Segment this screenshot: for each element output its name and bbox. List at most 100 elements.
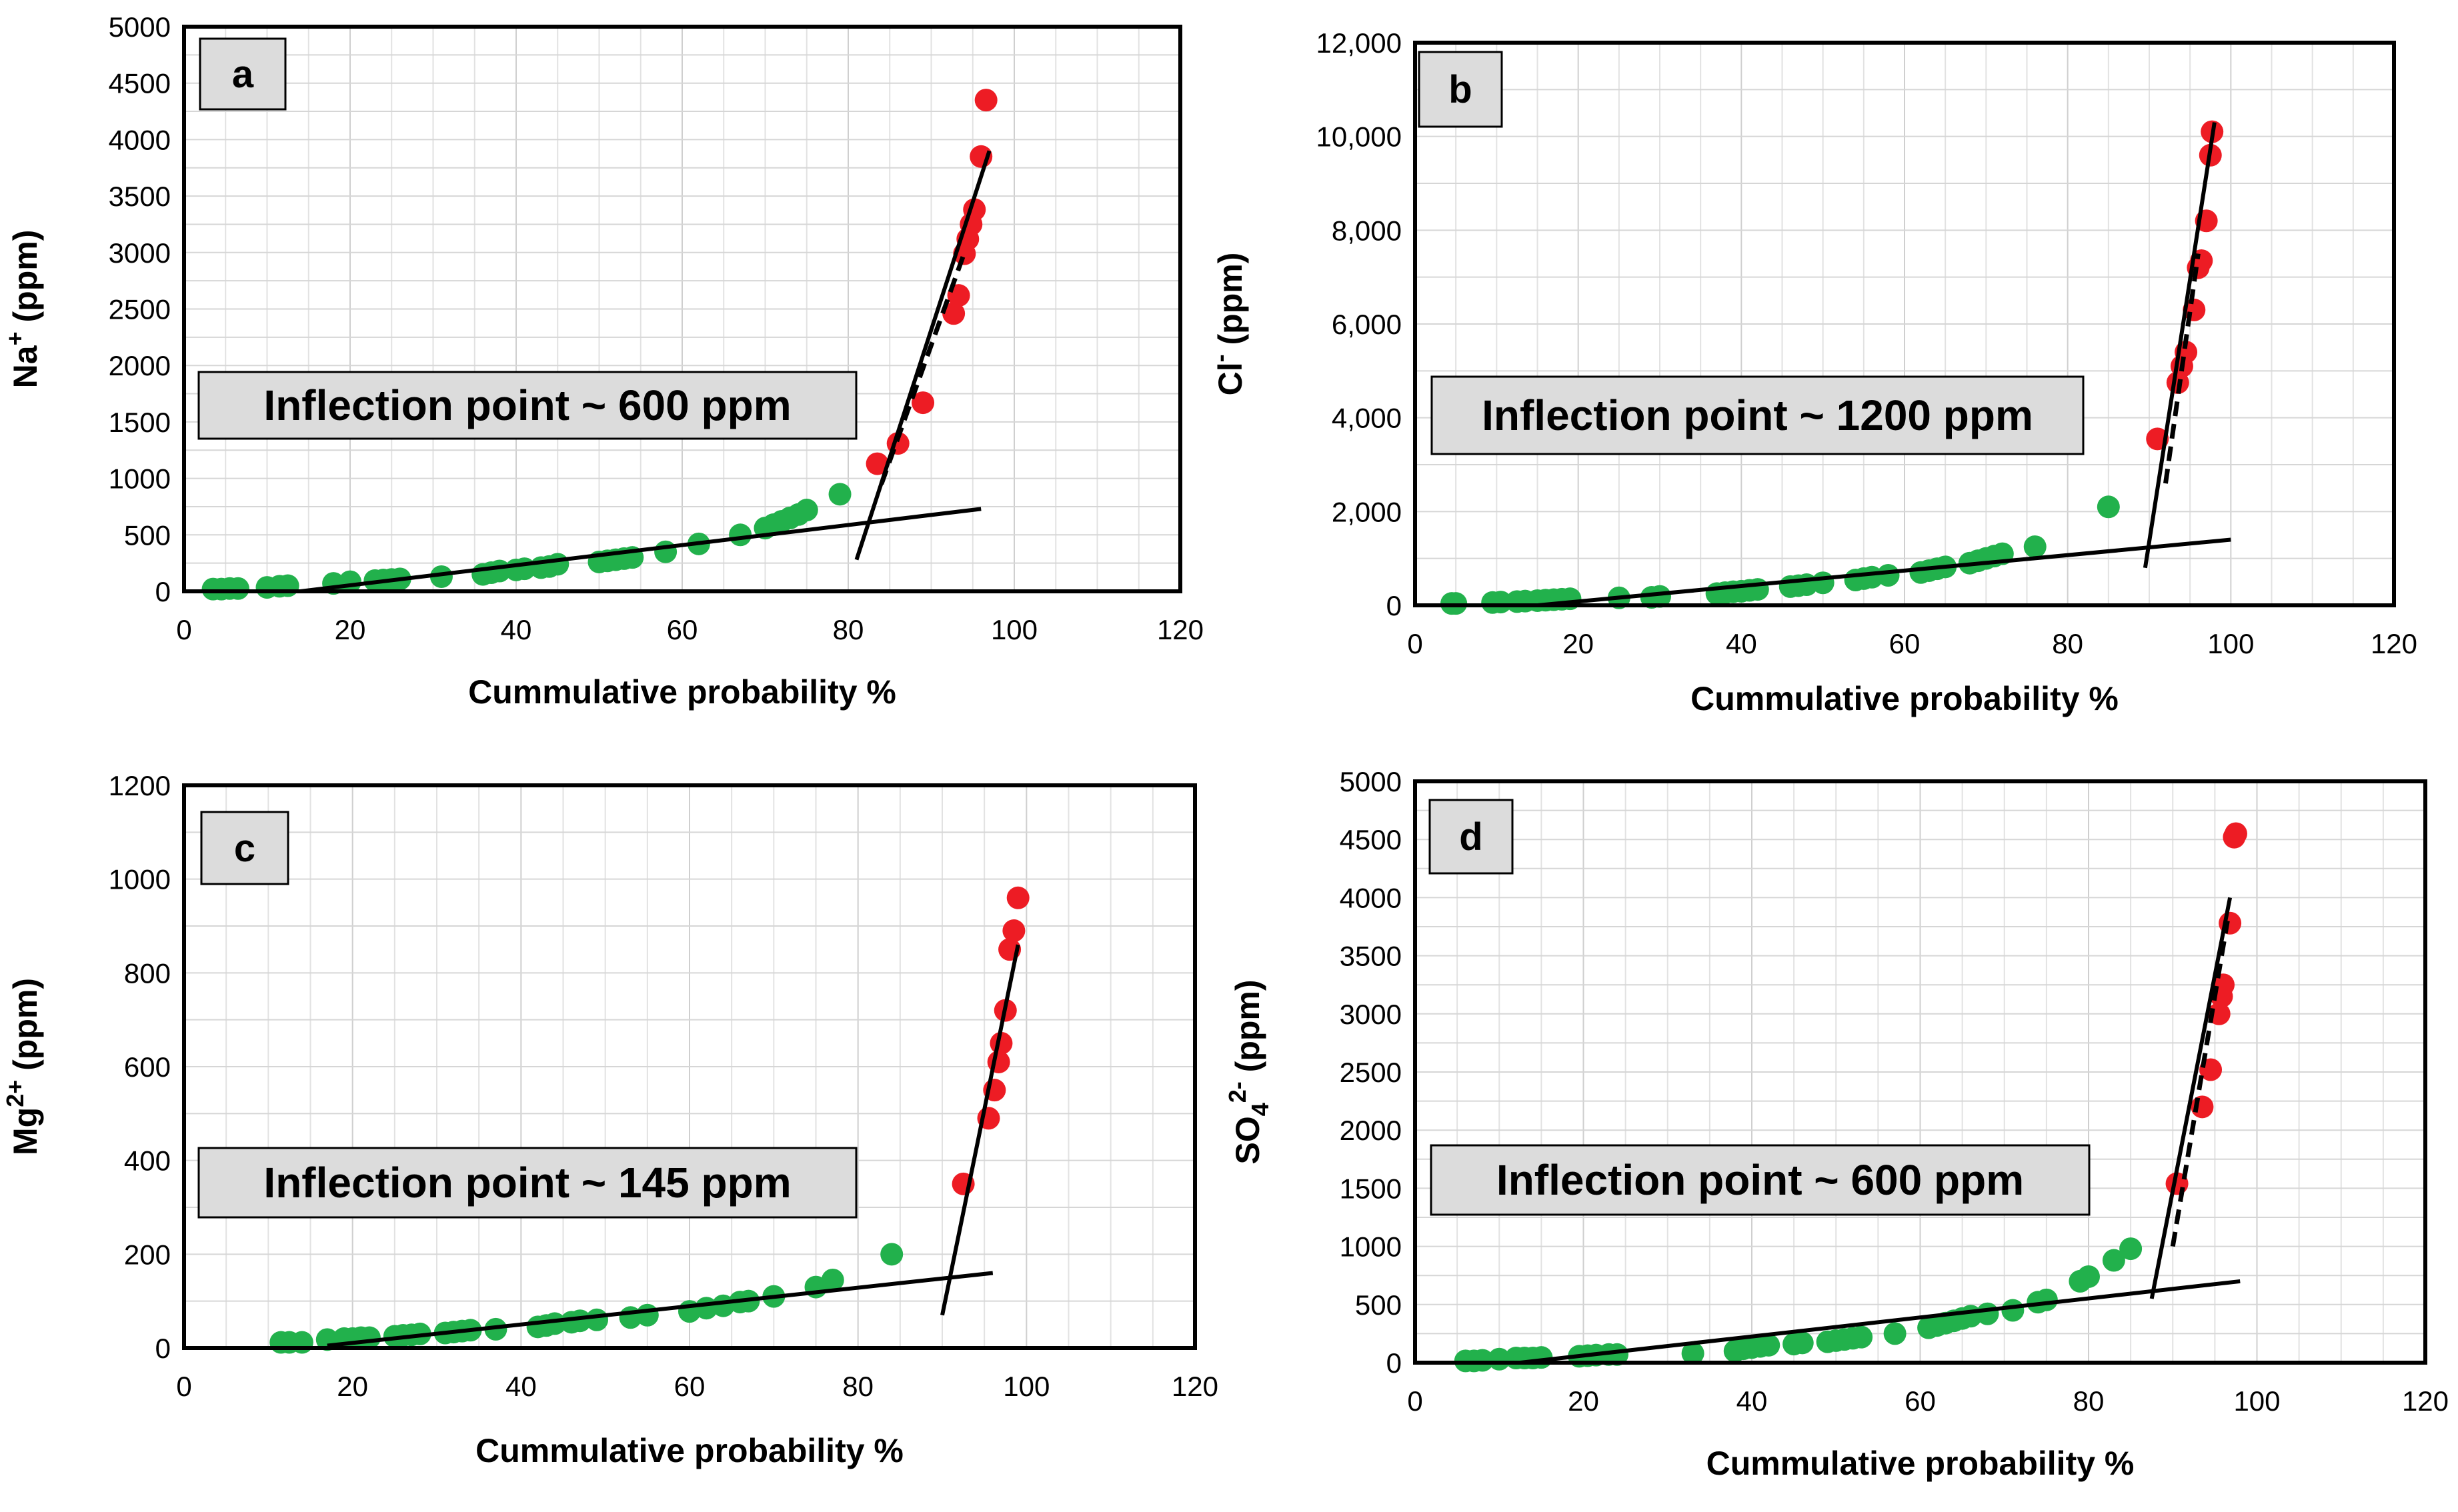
- data-point: [1488, 1347, 1511, 1371]
- data-point: [1811, 571, 1834, 595]
- y-tick-label: 3000: [109, 237, 171, 269]
- y-axis-title-superscript: 2+: [1, 1080, 29, 1107]
- trend-line-dashed: [2163, 253, 2201, 484]
- data-point: [1489, 591, 1512, 614]
- gridlines: [183, 26, 1181, 592]
- y-tick-label: 5000: [109, 11, 171, 43]
- gridlines: [1414, 781, 2426, 1363]
- data-point: [2001, 1299, 2025, 1322]
- x-tick-label: 120: [1172, 1371, 1218, 1402]
- y-axis-title-unit: (ppm): [7, 230, 44, 332]
- data-point: [912, 391, 935, 415]
- x-tick-label: 20: [337, 1371, 368, 1402]
- inflection-annotation: Inflection point ~ 600 ppm: [263, 381, 791, 429]
- y-tick-label: 5000: [1340, 766, 1402, 797]
- x-tick-label: 20: [335, 614, 366, 645]
- panel-b: 0 2,000 4,000 6,000 8,000 10,000 12,000 0 20 40 60…: [1206, 27, 2417, 717]
- panel-c: 0 200 400 600 800 1000 1200 0 20 40 60 80 100 120 Cumm…: [1, 770, 1218, 1469]
- data-point: [546, 553, 569, 576]
- data-point: [795, 499, 818, 522]
- annotation-box: [197, 371, 858, 440]
- data-point: [543, 1312, 566, 1335]
- data-point: [821, 1269, 844, 1292]
- y-tick-label: 800: [124, 957, 171, 989]
- trend-line-dashed: [879, 251, 967, 485]
- y-axis-title: Mg2+ (ppm): [1, 978, 44, 1155]
- data-point: [1877, 563, 1900, 587]
- y-axis-title-base: Na: [7, 345, 44, 388]
- y-axis-title-unit: (ppm): [1229, 979, 1266, 1081]
- panel-letter: c: [234, 827, 255, 870]
- y-axis-title: Cl- (ppm): [1206, 253, 1249, 396]
- inflection-annotation: Inflection point ~ 600 ppm: [1496, 1156, 2024, 1204]
- y-tick-label: 6,000: [1332, 309, 1402, 340]
- x-tick-label: 40: [501, 614, 532, 645]
- panel-letter-box: [199, 37, 287, 111]
- series-1: [866, 89, 998, 475]
- x-tick-label: 40: [1736, 1385, 1768, 1417]
- data-point: [2035, 1288, 2058, 1311]
- data-point: [1006, 886, 1030, 909]
- data-point: [880, 1243, 904, 1266]
- data-point: [1648, 585, 1671, 608]
- data-point: [828, 483, 852, 506]
- panel-letter: b: [1448, 68, 1472, 111]
- x-tick-label: 40: [1726, 628, 1757, 659]
- data-point: [2097, 495, 2120, 519]
- data-point: [2119, 1237, 2143, 1261]
- data-point: [357, 1326, 381, 1349]
- y-tick-label: 3000: [1340, 999, 1402, 1030]
- x-axis-title: Cummulative probability %: [475, 1432, 904, 1469]
- data-point: [1606, 1343, 1628, 1366]
- plot-border: [1413, 41, 2396, 607]
- y-axis-title-superscript: -: [1206, 354, 1234, 362]
- panel-d: 0500100015002000250030003500400045005000…: [1224, 766, 2449, 1482]
- y-tick-label: 12,000: [1316, 27, 1402, 59]
- y-axis-title-superscript: +: [1, 331, 29, 345]
- data-point: [585, 1308, 609, 1331]
- y-tick-label: 3500: [1340, 941, 1402, 972]
- y-tick-label: 4000: [1340, 882, 1402, 913]
- annotation-box: [1430, 375, 2085, 455]
- x-tick-label: 100: [1003, 1371, 1050, 1402]
- x-tick-label: 0: [176, 1371, 191, 1402]
- data-point: [568, 1309, 591, 1333]
- trend-line: [327, 1271, 994, 1348]
- panel-letter: d: [1459, 815, 1482, 859]
- x-tick-label: 0: [176, 614, 191, 645]
- x-tick-label: 60: [1889, 628, 1921, 659]
- inflection-annotation: Inflection point ~ 1200 ppm: [1482, 391, 2033, 439]
- y-tick-label: 1000: [1340, 1231, 1402, 1263]
- x-axis-title: Cummulative probability %: [468, 673, 896, 711]
- data-point: [429, 565, 453, 588]
- plot-border: [1413, 779, 2427, 1365]
- data-point: [2077, 1265, 2100, 1288]
- data-point: [942, 302, 966, 325]
- plot-border: [182, 783, 1197, 1350]
- y-tick-label: 2000: [1340, 1115, 1402, 1146]
- y-tick-label: 10,000: [1316, 121, 1402, 153]
- y-axis-title-superscript: 2-: [1224, 1081, 1251, 1103]
- y-tick-label: 200: [124, 1239, 171, 1270]
- y-tick-label: 2000: [109, 350, 171, 381]
- y-tick-label: 8,000: [1332, 215, 1402, 246]
- x-tick-label: 40: [505, 1371, 537, 1402]
- data-point: [2207, 1002, 2231, 1025]
- y-tick-label: 500: [124, 519, 171, 551]
- data-point: [1002, 919, 1026, 943]
- x-tick-label: 80: [2073, 1385, 2105, 1417]
- data-point: [1976, 1302, 1999, 1325]
- y-axis-title-subscript: 4: [1246, 1103, 1274, 1116]
- inflection-annotation: Inflection point ~ 145 ppm: [263, 1159, 791, 1207]
- x-tick-label: 80: [2052, 628, 2083, 659]
- y-tick-label: 400: [124, 1145, 171, 1177]
- x-tick-label: 0: [1407, 628, 1422, 659]
- trend-line: [1537, 537, 2231, 607]
- data-point: [654, 540, 678, 563]
- y-tick-label: 4500: [109, 68, 171, 99]
- x-tick-label: 60: [667, 614, 698, 645]
- trend-line: [854, 150, 992, 561]
- data-point: [276, 574, 299, 597]
- y-axis-title-unit: (ppm): [7, 978, 44, 1080]
- y-tick-label: 2500: [109, 294, 171, 325]
